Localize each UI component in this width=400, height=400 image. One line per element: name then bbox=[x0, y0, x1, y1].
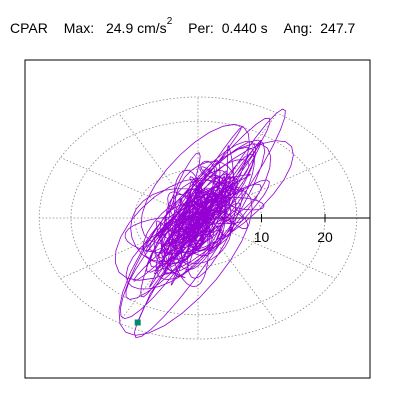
max-label: Max: bbox=[63, 20, 95, 36]
header-readout: CPAR Max: 24.9 cm/s2 Per: 0.440 s Ang: 2… bbox=[10, 16, 356, 36]
ang-label: Ang: bbox=[283, 20, 313, 36]
max-value: 24.9 cm/s bbox=[105, 20, 167, 36]
grid-spoke bbox=[213, 238, 278, 324]
plot-frame bbox=[24, 59, 371, 379]
grid-spoke bbox=[225, 229, 336, 279]
motion-trace bbox=[114, 108, 294, 338]
ring-label: 10 bbox=[254, 229, 270, 245]
ring-label: 20 bbox=[317, 229, 333, 245]
grid-spoke bbox=[225, 157, 336, 207]
ring-labels: 10 20 bbox=[254, 229, 333, 245]
grid-spoke bbox=[60, 157, 171, 207]
station-code: CPAR bbox=[10, 20, 48, 36]
per-value: 0.440 s bbox=[221, 20, 268, 36]
max-exponent: 2 bbox=[166, 16, 173, 27]
grid-spoke bbox=[118, 112, 183, 198]
ang-value: 247.7 bbox=[320, 20, 356, 36]
end-point-marker bbox=[134, 319, 141, 326]
per-label: Per: bbox=[188, 20, 214, 36]
